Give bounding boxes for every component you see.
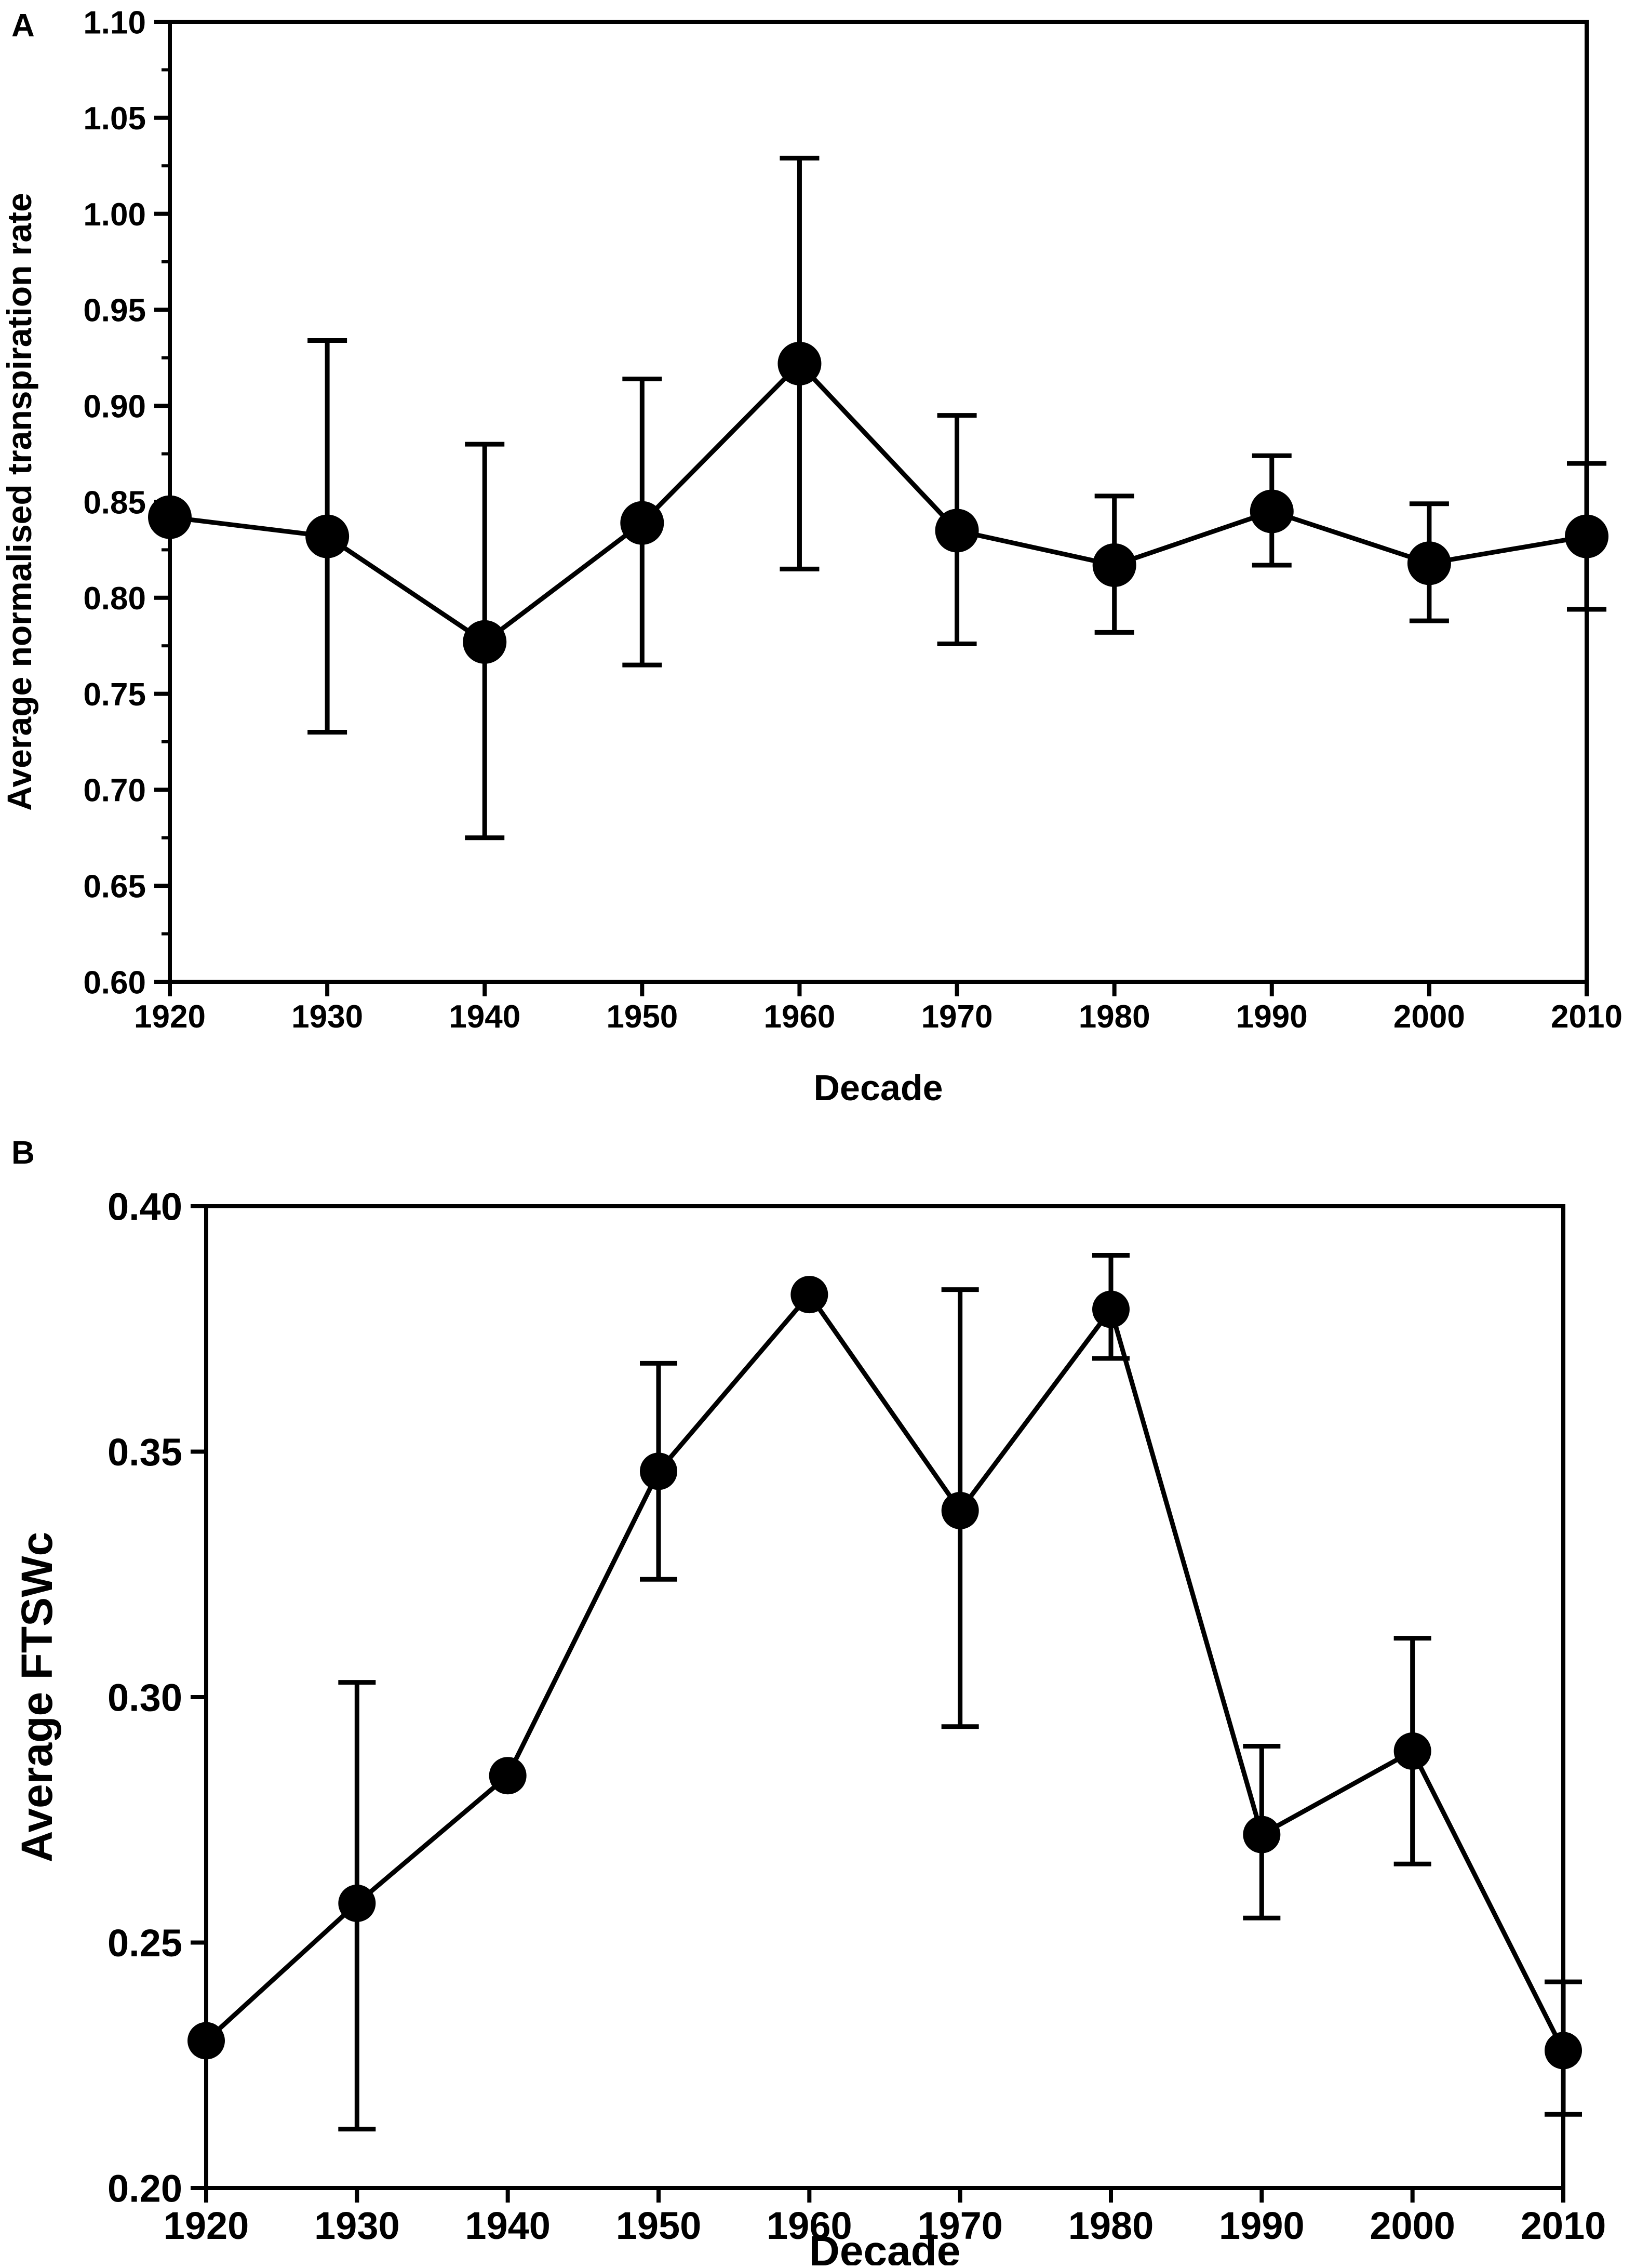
data-point [1545,2032,1582,2070]
y-tick-label: 1.10 [83,5,146,41]
data-point [305,514,350,558]
panel-b: B 0.20 0.25 0.30 0.35 0.40 1920 1930 1940 1950 196… [11,1135,1606,2268]
x-tick-label: 1930 [314,2204,400,2247]
data-point [935,509,979,553]
y-tick-label: 0.85 [83,485,146,521]
x-tick-label: 2010 [1551,999,1622,1035]
data-point [1250,489,1294,533]
x-tick-label: 2000 [1393,999,1465,1035]
x-tick-label: 1930 [291,999,363,1035]
x-tick-label: 1950 [606,999,678,1035]
y-tick-label: 0.80 [83,581,146,617]
series-line [169,361,1587,645]
data-point [1407,541,1451,585]
x-tick-label: 1940 [449,999,520,1035]
y-tick-label: 0.30 [108,1676,182,1719]
series-line [204,1292,1566,2052]
x-tick-label: 2000 [1370,2204,1455,2247]
y-tick-label: 0.20 [108,2167,182,2210]
x-tick-label: 1940 [465,2204,551,2247]
x-tick-label: 1950 [616,2204,702,2247]
y-tick-label: 0.75 [83,677,146,713]
y-tick-label: 0.60 [83,965,146,1000]
y-tick-label: 1.05 [83,101,146,137]
y-tick-label: 0.70 [83,773,146,809]
data-point [640,1452,677,1490]
y-axis-label: Average FTSWc [12,1532,61,1862]
x-tick-label: 1970 [921,999,993,1035]
x-tick-label: 1960 [763,999,835,1035]
x-tick-label: 1920 [134,999,206,1035]
data-point [338,1884,376,1922]
x-tick-label: 1960 [767,2204,852,2247]
data-point [777,341,822,385]
data-point [620,501,664,545]
y-tick-label: 0.25 [108,1922,182,1965]
x-axis-label: Decade [813,1068,943,1108]
data-point [187,2022,225,2060]
data-point [148,495,192,539]
x-tick-label: 1990 [1236,999,1308,1035]
data-point [1243,1816,1281,1853]
data-point [489,1757,527,1795]
y-axis-label: Average normalised transpiration rate [0,193,38,811]
x-tick-label: 1980 [1068,2204,1154,2247]
x-tick-label: 1980 [1079,999,1150,1035]
y-tick-label: 0.65 [83,869,146,905]
data-point [941,1491,979,1529]
data-point [790,1276,828,1314]
y-tick-label: 1.00 [83,197,146,233]
data-point [463,620,507,664]
x-axis-label: Decade [809,2227,961,2265]
x-tick-label: 2010 [1521,2204,1606,2247]
panel-label: A [11,8,35,44]
y-tick-label: 0.90 [83,389,146,425]
panel-label: B [11,1135,35,1171]
data-point [1393,1732,1431,1770]
x-tick-label: 1920 [164,2204,249,2247]
data-point [1092,1290,1130,1328]
x-tick-label: 1990 [1219,2204,1305,2247]
x-tick-label: 1970 [917,2204,1003,2247]
data-point [1565,514,1608,558]
data-point [1092,543,1136,587]
panel-a: A 0.60 0.65 0.70 0.75 0.80 0.85 0.90 0.95 1.00 1.0… [0,5,1622,1108]
y-tick-label: 0.40 [108,1185,182,1229]
y-tick-label: 0.35 [108,1431,182,1474]
y-tick-label: 0.95 [83,293,146,329]
